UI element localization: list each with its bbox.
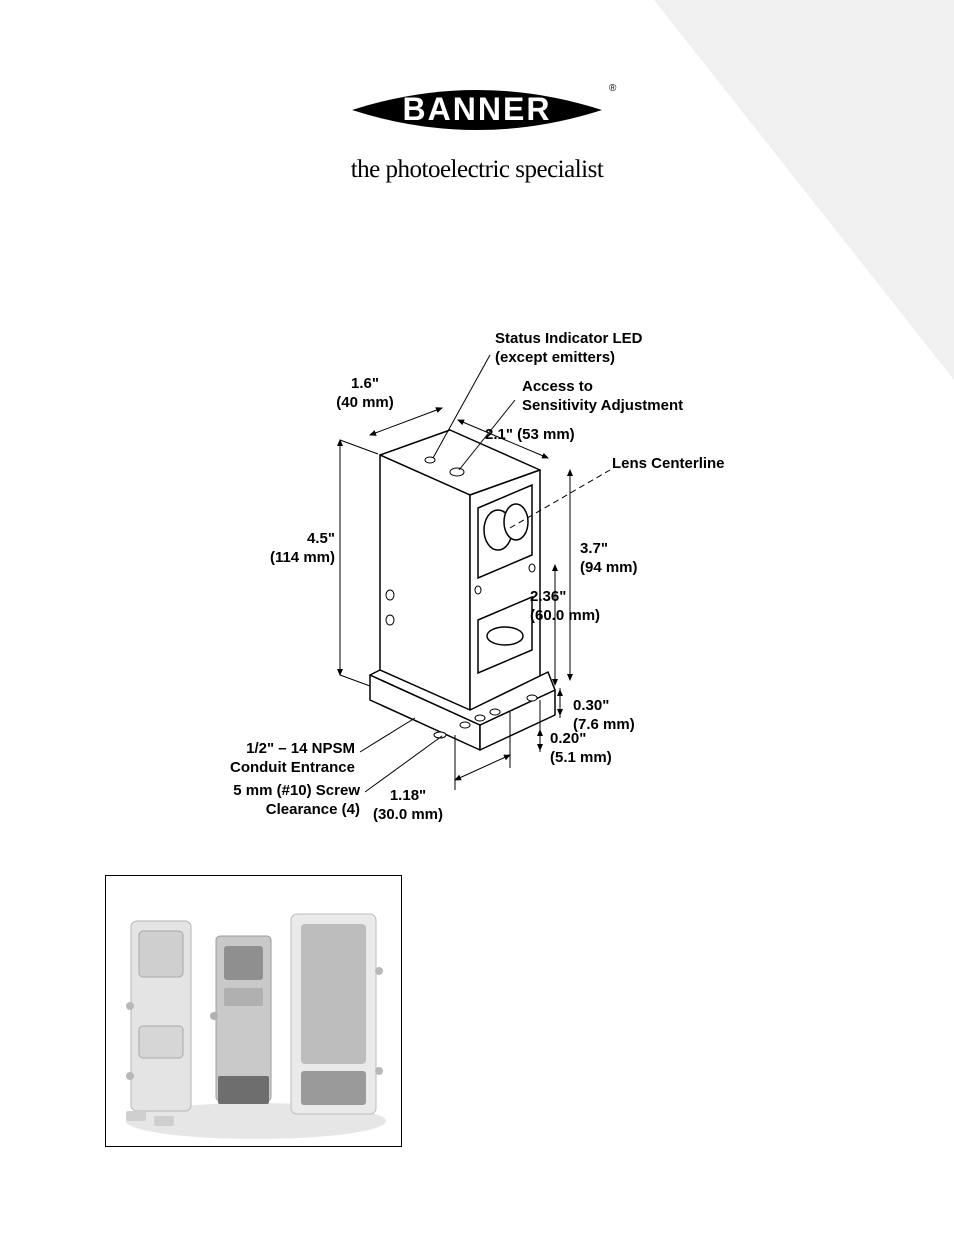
banner-logo: BANNER ® (337, 75, 617, 150)
label-status-led: Status Indicator LED (except emitters) (495, 330, 643, 368)
label-dim-4-5: 4.5" (114 mm) (265, 530, 335, 568)
label-lens-centerline: Lens Centerline (612, 455, 725, 474)
label-dim-3-7: 3.7" (94 mm) (580, 540, 638, 578)
label-dim-1-6: 1.6" (40 mm) (325, 375, 405, 413)
label-dim-2-36: 2.36" (60.0 mm) (530, 588, 600, 626)
logo-area: BANNER ® the photoelectric specialist (0, 75, 954, 184)
registered-mark: ® (609, 83, 617, 94)
label-conduit: 1/2" – 14 NPSM Conduit Entrance (185, 740, 355, 778)
label-dim-1-18: 1.18" (30.0 mm) (368, 787, 448, 825)
label-dim-0-30: 0.30" (7.6 mm) (573, 697, 635, 735)
label-sensitivity: Access to Sensitivity Adjustment (522, 378, 683, 416)
exploded-view-photo (105, 875, 402, 1147)
label-dim-0-20: 0.20" (5.1 mm) (550, 730, 612, 768)
brand-name-text: BANNER (403, 91, 552, 127)
label-screw: 5 mm (#10) Screw Clearance (4) (190, 782, 360, 820)
label-dim-2-1: 2.1" (53 mm) (485, 426, 575, 445)
logo-tagline: the photoelectric specialist (0, 156, 954, 184)
product-dimension-diagram: Status Indicator LED (except emitters) A… (210, 320, 730, 840)
